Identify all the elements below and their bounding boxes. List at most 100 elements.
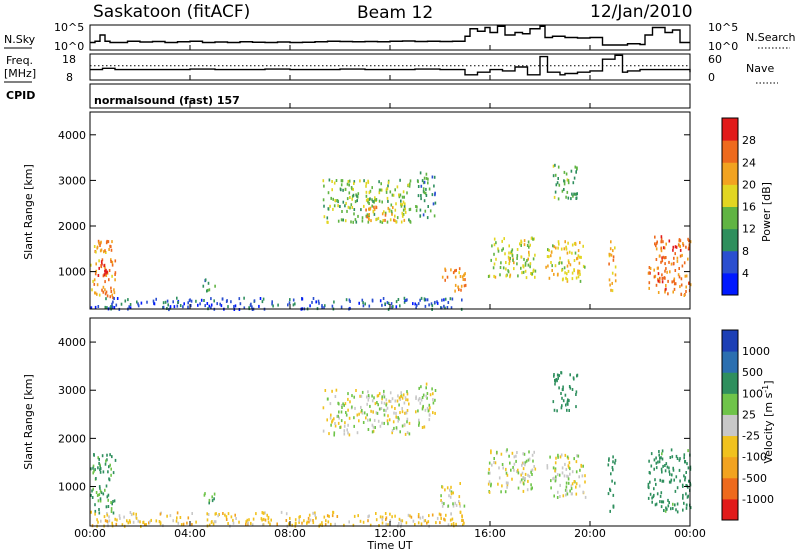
heatmap-cell [528,474,531,478]
heatmap-cell [655,456,657,460]
heatmap-cell [94,509,97,513]
heatmap-cell [376,394,379,398]
heatmap-cell [545,265,547,269]
heatmap-cell [267,520,270,524]
heatmap-cell [396,185,399,189]
heatmap-cell [395,300,398,304]
heatmap-cell [648,286,650,290]
heatmap-cell [251,523,254,527]
heatmap-cell [655,244,657,248]
heatmap-cell [649,480,651,484]
heatmap-cell [399,519,402,523]
heatmap-cell [520,473,522,477]
heatmap-cell [614,265,617,269]
heatmap-cell [571,277,574,281]
heatmap-cell [206,512,208,516]
heatmap-cell [672,468,675,472]
heatmap-cell [202,284,205,288]
heatmap-cell [608,262,610,266]
heatmap-cell [431,193,434,197]
heatmap-cell [569,472,571,476]
heatmap-cell [374,196,376,200]
heatmap-cell [609,487,611,491]
heatmap-cell [665,242,667,246]
heatmap-cell [104,292,107,296]
heatmap-cell [112,296,114,300]
heatmap-cell [338,410,340,414]
heatmap-cell [380,182,382,186]
heatmap-cell [688,281,690,285]
heatmap-cell [397,419,399,423]
heatmap-cell [287,303,289,307]
heatmap-cell [323,215,326,219]
heatmap-cell [508,244,510,248]
heatmap-cell [408,218,410,222]
heatmap-cell [381,303,383,307]
heatmap-cell [220,304,223,308]
heatmap-cell [350,220,352,224]
heatmap-cell [564,271,566,275]
heatmap-cell [576,374,578,378]
heatmap-cell [534,253,536,257]
heatmap-cell [94,305,97,309]
xtick-label: 08:00 [274,527,306,540]
heatmap-cell [129,303,132,306]
heatmap-cell [433,175,436,179]
heatmap-cell [528,450,530,454]
heatmap-cell [576,192,578,196]
heatmap-cell [180,523,183,527]
heatmap-cell [110,501,112,504]
heatmap-cell [679,254,682,258]
heatmap-cell [381,200,383,204]
heatmap-cell [665,462,668,466]
heatmap-cell [149,520,151,524]
heatmap-cell [452,491,454,495]
heatmap-cell [450,306,453,310]
heatmap-cell [555,475,557,479]
heatmap-cell [100,519,102,523]
heatmap-cell [139,520,141,524]
heatmap-cell [392,420,395,424]
heatmap-cell [409,207,412,211]
heatmap-cell [406,431,409,435]
heatmap-cell [688,243,691,247]
heatmap-cell [566,408,568,412]
heatmap-cell [206,289,208,293]
heatmap-cell [227,305,229,309]
heatmap-cell [444,306,446,310]
heatmap-cell [400,220,403,224]
heatmap-cell [189,298,191,302]
heatmap-cell [458,502,461,506]
heatmap-cell [558,183,561,187]
heatmap-cell [404,432,407,436]
heatmap-cell [95,262,97,266]
heatmap-cell [375,198,378,201]
heatmap-cell [415,306,417,310]
heatmap-cell [394,219,396,223]
heatmap-cell [400,391,402,395]
heatmap-cell [676,256,679,260]
heatmap-cell [532,268,535,272]
heatmap-cell [341,210,343,213]
heatmap-cell [440,494,442,498]
heatmap-cell [384,211,387,215]
heatmap-cell [90,467,92,471]
heatmap-cell [389,519,392,523]
heatmap-cell [560,453,563,457]
heatmap-cell [420,385,422,389]
heatmap-cell [580,255,582,259]
heatmap-cell [392,305,394,309]
heatmap-cell [225,515,228,519]
heatmap-cell [675,454,678,458]
heatmap-cell [552,477,554,481]
heatmap-cell [98,511,101,515]
heatmap-cell [434,411,436,415]
heatmap-cell [533,237,535,241]
heatmap-cell [527,479,529,483]
heatmap-cell [554,264,557,268]
heatmap-cell [526,244,529,247]
heatmap-cell [520,239,522,243]
heatmap-cell [660,235,663,239]
heatmap-cell [403,401,406,405]
heatmap-cell [557,376,559,380]
